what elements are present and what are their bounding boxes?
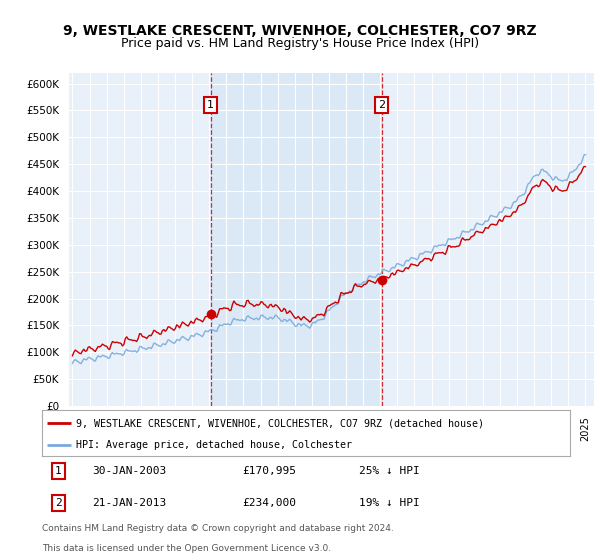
- Text: HPI: Average price, detached house, Colchester: HPI: Average price, detached house, Colc…: [76, 440, 352, 450]
- Text: £234,000: £234,000: [242, 498, 296, 508]
- Text: 30-JAN-2003: 30-JAN-2003: [92, 466, 166, 476]
- Text: 9, WESTLAKE CRESCENT, WIVENHOE, COLCHESTER, CO7 9RZ: 9, WESTLAKE CRESCENT, WIVENHOE, COLCHEST…: [63, 24, 537, 38]
- Text: This data is licensed under the Open Government Licence v3.0.: This data is licensed under the Open Gov…: [42, 544, 331, 553]
- Text: Price paid vs. HM Land Registry's House Price Index (HPI): Price paid vs. HM Land Registry's House …: [121, 38, 479, 50]
- Text: 21-JAN-2013: 21-JAN-2013: [92, 498, 166, 508]
- Text: 2: 2: [55, 498, 62, 508]
- Text: 1: 1: [207, 100, 214, 110]
- Text: £170,995: £170,995: [242, 466, 296, 476]
- Text: 1: 1: [55, 466, 62, 476]
- Text: 2: 2: [378, 100, 385, 110]
- Text: 19% ↓ HPI: 19% ↓ HPI: [359, 498, 419, 508]
- Bar: [211, 73, 382, 406]
- Text: 9, WESTLAKE CRESCENT, WIVENHOE, COLCHESTER, CO7 9RZ (detached house): 9, WESTLAKE CRESCENT, WIVENHOE, COLCHEST…: [76, 418, 484, 428]
- Text: 25% ↓ HPI: 25% ↓ HPI: [359, 466, 419, 476]
- Text: Contains HM Land Registry data © Crown copyright and database right 2024.: Contains HM Land Registry data © Crown c…: [42, 524, 394, 533]
